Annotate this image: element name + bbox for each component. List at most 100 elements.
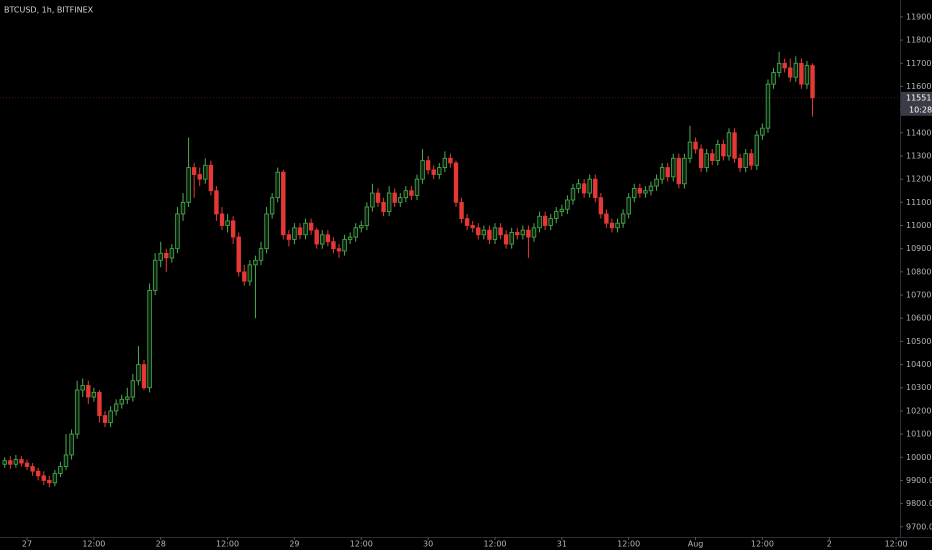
candle-body xyxy=(41,475,46,481)
y-tick-label: 9700.0 xyxy=(906,522,932,531)
candle-body xyxy=(180,201,186,215)
candle-body xyxy=(130,380,136,398)
candle-body xyxy=(164,252,169,259)
candle-body xyxy=(743,153,748,168)
candle-body xyxy=(24,462,30,467)
x-tick-label: 30 xyxy=(423,540,433,549)
candle-body xyxy=(737,157,743,168)
x-tick-label: Aug xyxy=(688,540,704,549)
candle-body xyxy=(269,197,275,215)
y-tick-label: 9900.0 xyxy=(906,476,932,485)
candle-body xyxy=(665,167,670,178)
y-tick-label: 10100.0 xyxy=(906,430,932,439)
candle-body xyxy=(331,241,336,250)
candle-body xyxy=(336,248,342,252)
candle-body xyxy=(537,215,542,229)
candle-body xyxy=(414,178,420,196)
candle-body xyxy=(242,271,247,282)
candle-body xyxy=(704,153,709,168)
candle-body xyxy=(175,213,180,250)
candle-body xyxy=(687,141,693,159)
candle-body xyxy=(487,229,492,240)
candle-body xyxy=(693,141,698,150)
candle-body xyxy=(91,391,97,398)
candle-body xyxy=(398,197,403,203)
y-tick-label: 11300.0 xyxy=(906,151,932,160)
y-tick-label: 10300.0 xyxy=(906,383,932,392)
candle-body xyxy=(587,178,592,194)
x-tick-label: 12:00 xyxy=(82,540,105,549)
x-tick-label: 27 xyxy=(22,540,32,549)
candle-body xyxy=(52,473,58,484)
candle-body xyxy=(470,225,475,229)
candle-body xyxy=(648,185,654,192)
candle-body xyxy=(375,192,381,203)
candle-body xyxy=(425,160,431,171)
candle-body xyxy=(386,192,392,213)
candle-body xyxy=(615,222,620,229)
candle-body xyxy=(448,157,453,164)
candle-body xyxy=(281,171,286,236)
candle-body xyxy=(593,178,598,199)
candle-body xyxy=(437,167,442,175)
candle-body xyxy=(297,227,303,236)
candle-body xyxy=(481,229,487,236)
candle-body xyxy=(420,160,425,180)
x-tick-label: 12:00 xyxy=(216,540,239,549)
candle-body xyxy=(214,190,219,215)
candle-body xyxy=(308,222,314,231)
candle-body xyxy=(253,259,258,266)
candle-body xyxy=(13,459,19,465)
candle-body xyxy=(58,466,63,474)
candle-body xyxy=(765,83,771,129)
candle-body xyxy=(643,190,648,194)
candle-body xyxy=(275,171,280,199)
candle-body xyxy=(609,222,615,229)
candle-body xyxy=(793,62,799,78)
candle-body xyxy=(810,65,815,99)
candle-body xyxy=(347,236,353,240)
y-tick-label: 10700.0 xyxy=(906,291,932,300)
candle-body xyxy=(626,197,631,215)
candle-body xyxy=(364,206,370,226)
candle-body xyxy=(570,188,576,201)
candle-body xyxy=(264,213,269,250)
candle-body xyxy=(113,403,119,412)
candle-body xyxy=(749,153,754,166)
candle-body xyxy=(581,183,587,194)
x-tick-label: 31 xyxy=(557,540,567,549)
candle-body xyxy=(464,218,470,226)
candle-body xyxy=(80,385,85,391)
candle-body xyxy=(776,62,782,73)
candle-body xyxy=(158,252,163,261)
candle-body xyxy=(186,167,191,203)
candle-body xyxy=(247,264,253,282)
y-tick-label: 10400.0 xyxy=(906,360,932,369)
candle-body xyxy=(342,239,347,252)
candle-body xyxy=(671,157,676,178)
candle-body xyxy=(788,67,793,78)
candle-body xyxy=(732,132,737,159)
candle-body xyxy=(476,227,481,236)
candle-body xyxy=(576,183,581,189)
candle-body xyxy=(141,364,147,389)
candle-body xyxy=(604,213,609,224)
candle-body xyxy=(799,62,804,85)
y-tick-label: 11000.0 xyxy=(906,221,932,230)
candle-body xyxy=(320,234,325,245)
y-tick-label: 11600.0 xyxy=(906,82,932,91)
y-tick-label: 10900.0 xyxy=(906,244,932,253)
y-tick-label: 11200.0 xyxy=(906,175,932,184)
y-tick-label: 11900.0 xyxy=(906,12,932,21)
candle-body xyxy=(459,201,464,219)
y-tick-label: 11100.0 xyxy=(906,198,932,207)
candle-body xyxy=(715,143,721,162)
candle-body xyxy=(225,220,230,226)
candle-body xyxy=(292,227,297,240)
candle-body xyxy=(392,192,397,203)
candle-body xyxy=(97,391,102,416)
candle-body xyxy=(147,290,152,389)
candle-body xyxy=(370,192,375,208)
y-tick-label: 10200.0 xyxy=(906,406,932,415)
